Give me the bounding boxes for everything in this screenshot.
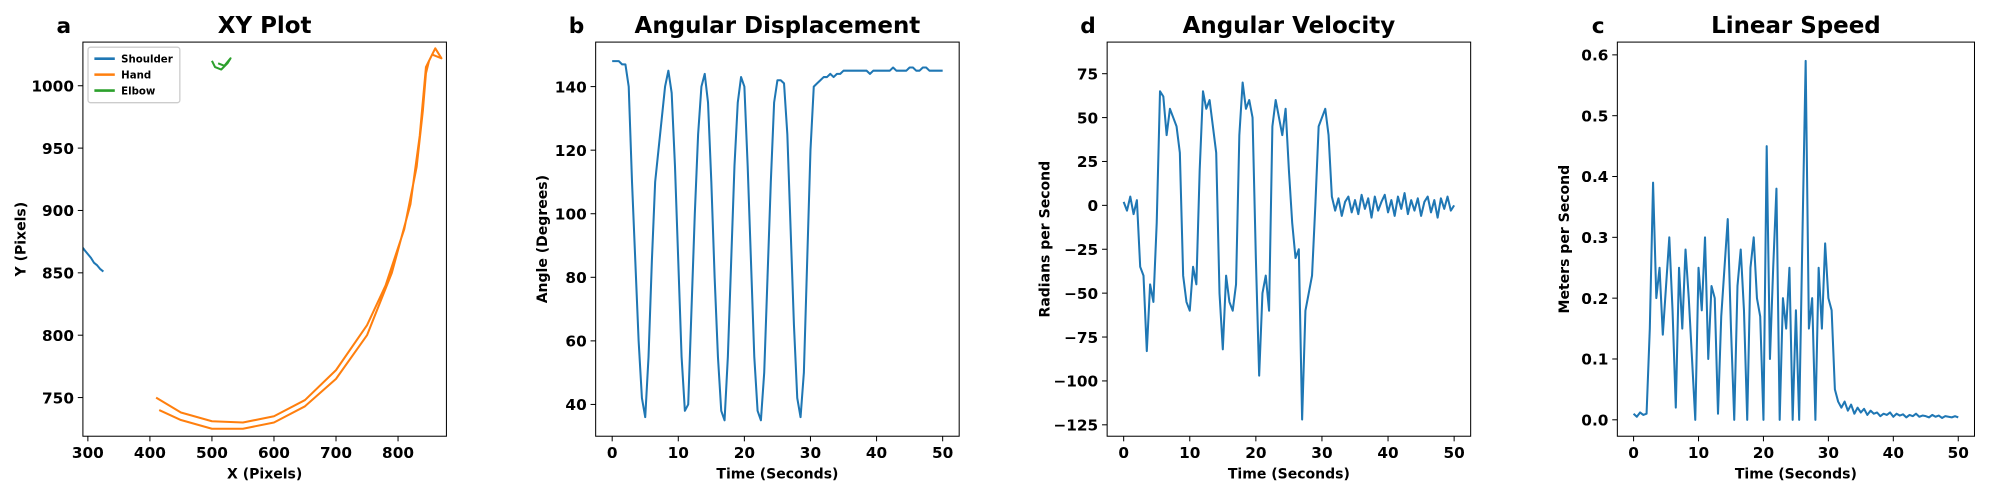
x-axis-label: X (Pixels) [227,466,302,482]
panel-label: d [1080,14,1096,39]
panel-title: Angular Displacement [635,13,921,39]
legend-label: Elbow [121,86,156,97]
x-tick-label: 20 [1245,444,1266,462]
legend-box [87,46,181,104]
y-axis-label: Meters per Second [1557,165,1573,314]
y-tick-label: 50 [1077,109,1098,127]
x-tick-label: 500 [196,444,228,462]
y-tick-label: 900 [42,202,74,220]
x-tick-label: 30 [800,444,821,462]
x-tick-label: 30 [1818,444,1839,462]
y-tick-label: 0.0 [1581,412,1608,430]
x-tick-label: 300 [72,444,104,462]
panel: c Linear Speed Time (Seconds) Meters per Se… [1557,13,1975,482]
data-line [155,47,443,430]
x-tick-label: 50 [1443,444,1464,462]
y-tick-label: −100 [1053,373,1098,391]
y-tick-label: 100 [555,205,587,223]
legend-label: Hand [121,70,151,81]
data-line [612,60,943,422]
y-tick-label: 950 [42,140,74,158]
panel-title: Linear Speed [1711,13,1881,39]
axes-frame [82,41,447,437]
x-tick-label: 600 [258,444,290,462]
x-tick-label: 10 [1179,444,1200,462]
y-tick-label: 140 [555,78,587,96]
y-tick-label: 0.2 [1581,290,1608,308]
y-axis-label: Angle (Degrees) [535,175,551,303]
x-tick-label: 0 [607,444,618,462]
y-tick-label: 1000 [31,77,74,95]
y-axis-label: Radians per Second [1038,161,1054,318]
y-tick-label: 0.6 [1581,47,1608,65]
y-tick-label: 0.4 [1581,168,1608,186]
x-tick-label: 40 [1883,444,1904,462]
axes-frame [1616,41,1975,437]
y-tick-label: −125 [1053,417,1098,435]
x-tick-label: 40 [866,444,887,462]
y-tick-label: 850 [42,265,74,283]
x-tick-label: 30 [1311,444,1332,462]
x-tick-label: 0 [1118,444,1129,462]
y-tick-label: 0.1 [1581,351,1608,369]
y-tick-label: 60 [565,333,586,351]
x-tick-label: 40 [1377,444,1398,462]
x-axis-label: Time (Seconds) [716,466,838,482]
x-tick-label: 400 [134,444,166,462]
x-tick-label: 50 [1948,444,1969,462]
y-tick-label: 75 [1077,65,1098,83]
y-axis-label: Y (Pixels) [14,202,30,278]
axes-frame [595,41,960,437]
x-tick-label: 0 [1628,444,1639,462]
x-tick-label: 800 [382,444,414,462]
y-tick-label: 750 [42,389,74,407]
y-tick-label: −25 [1064,241,1098,259]
legend-label: Shoulder [121,55,173,66]
y-tick-label: 80 [565,269,586,287]
x-axis-label: Time (Seconds) [1228,466,1350,482]
panel-label: b [569,14,585,39]
y-tick-label: 0.5 [1581,107,1608,125]
panel: a XY Plot X (Pixels) Y (Pixels) 300 400 500 600… [14,13,447,482]
y-tick-label: 25 [1077,153,1098,171]
y-tick-label: 800 [42,327,74,345]
data-line [1122,81,1456,421]
data-line [211,57,232,71]
panel-label: a [56,14,71,39]
axes-frame [1106,41,1472,437]
y-tick-label: 0 [1088,197,1099,215]
x-tick-label: 20 [734,444,755,462]
y-tick-label: 120 [555,142,587,160]
panel-title: XY Plot [218,13,312,39]
y-tick-label: −50 [1064,285,1098,303]
x-tick-label: 10 [668,444,689,462]
x-tick-label: 700 [320,444,352,462]
panel-title: Angular Velocity [1183,13,1396,39]
y-tick-label: −75 [1064,329,1098,347]
x-tick-label: 20 [1753,444,1774,462]
data-line [82,247,105,273]
x-axis-label: Time (Seconds) [1735,466,1857,482]
x-tick-label: 10 [1688,444,1709,462]
panel: b Angular Displacement Time (Seconds) Angle… [535,13,960,482]
data-line [1632,59,1959,421]
panel-label: c [1592,14,1605,39]
y-tick-label: 40 [565,396,586,414]
y-tick-label: 0.3 [1581,229,1608,247]
x-tick-label: 50 [932,444,953,462]
panel: d Angular Velocity Time (Seconds) Radians p… [1038,13,1472,482]
